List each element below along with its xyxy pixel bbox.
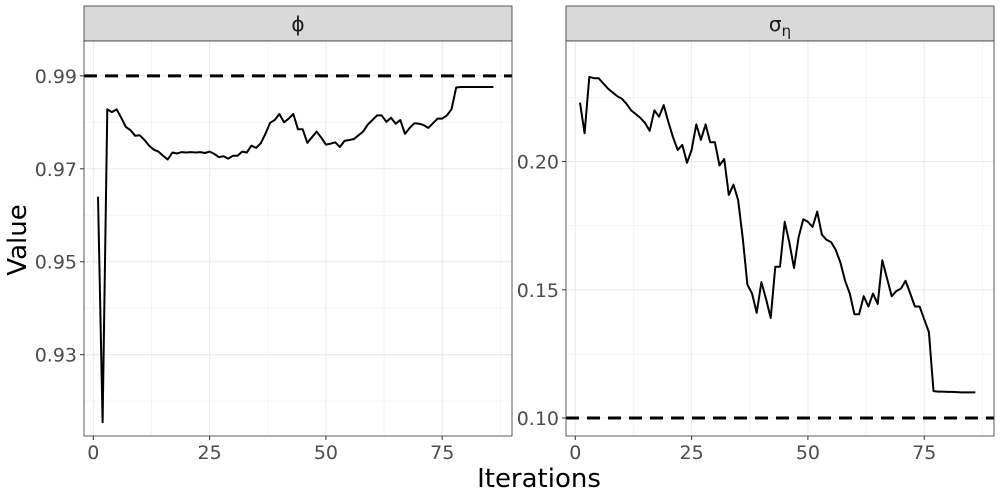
- facet-strip: [83, 5, 513, 42]
- panel-background: [84, 41, 512, 436]
- panel-border: [565, 40, 995, 437]
- series-line: [579, 75, 976, 394]
- x-tick-label: 25: [198, 442, 222, 464]
- x-axis-title: Iterations: [477, 464, 601, 494]
- panel-border: [83, 40, 513, 437]
- y-tick-label: 0.99: [35, 66, 77, 88]
- y-tick-label: 0.93: [35, 345, 77, 367]
- y-tick-label: 0.15: [517, 280, 559, 302]
- y-tick-label: 0.97: [35, 159, 77, 181]
- x-tick-label: 50: [796, 442, 820, 464]
- x-tick-label: 50: [314, 442, 338, 464]
- x-tick-label: 0: [87, 442, 99, 464]
- facet-strip: [565, 5, 995, 42]
- facet-strip-label: ϕ: [291, 12, 304, 36]
- series-line: [97, 86, 494, 424]
- y-tick-label: 0.20: [517, 152, 559, 174]
- panel-2: ση 0 25 50 75 0.10 0.15 0.20: [517, 5, 995, 464]
- facet-strip-label: ση: [769, 12, 791, 40]
- x-tick-label: 0: [569, 442, 581, 464]
- panel-background: [566, 41, 994, 436]
- x-tick-label: 75: [430, 442, 454, 464]
- y-tick-label: 0.10: [517, 408, 559, 430]
- panel-1: ϕ 0 25 50 75 0.93 0.95 0.97 0.99: [35, 5, 513, 464]
- y-tick-label: 0.95: [35, 252, 77, 274]
- x-tick-label: 75: [912, 442, 936, 464]
- x-tick-label: 25: [680, 442, 704, 464]
- y-axis-title: Value: [3, 204, 33, 275]
